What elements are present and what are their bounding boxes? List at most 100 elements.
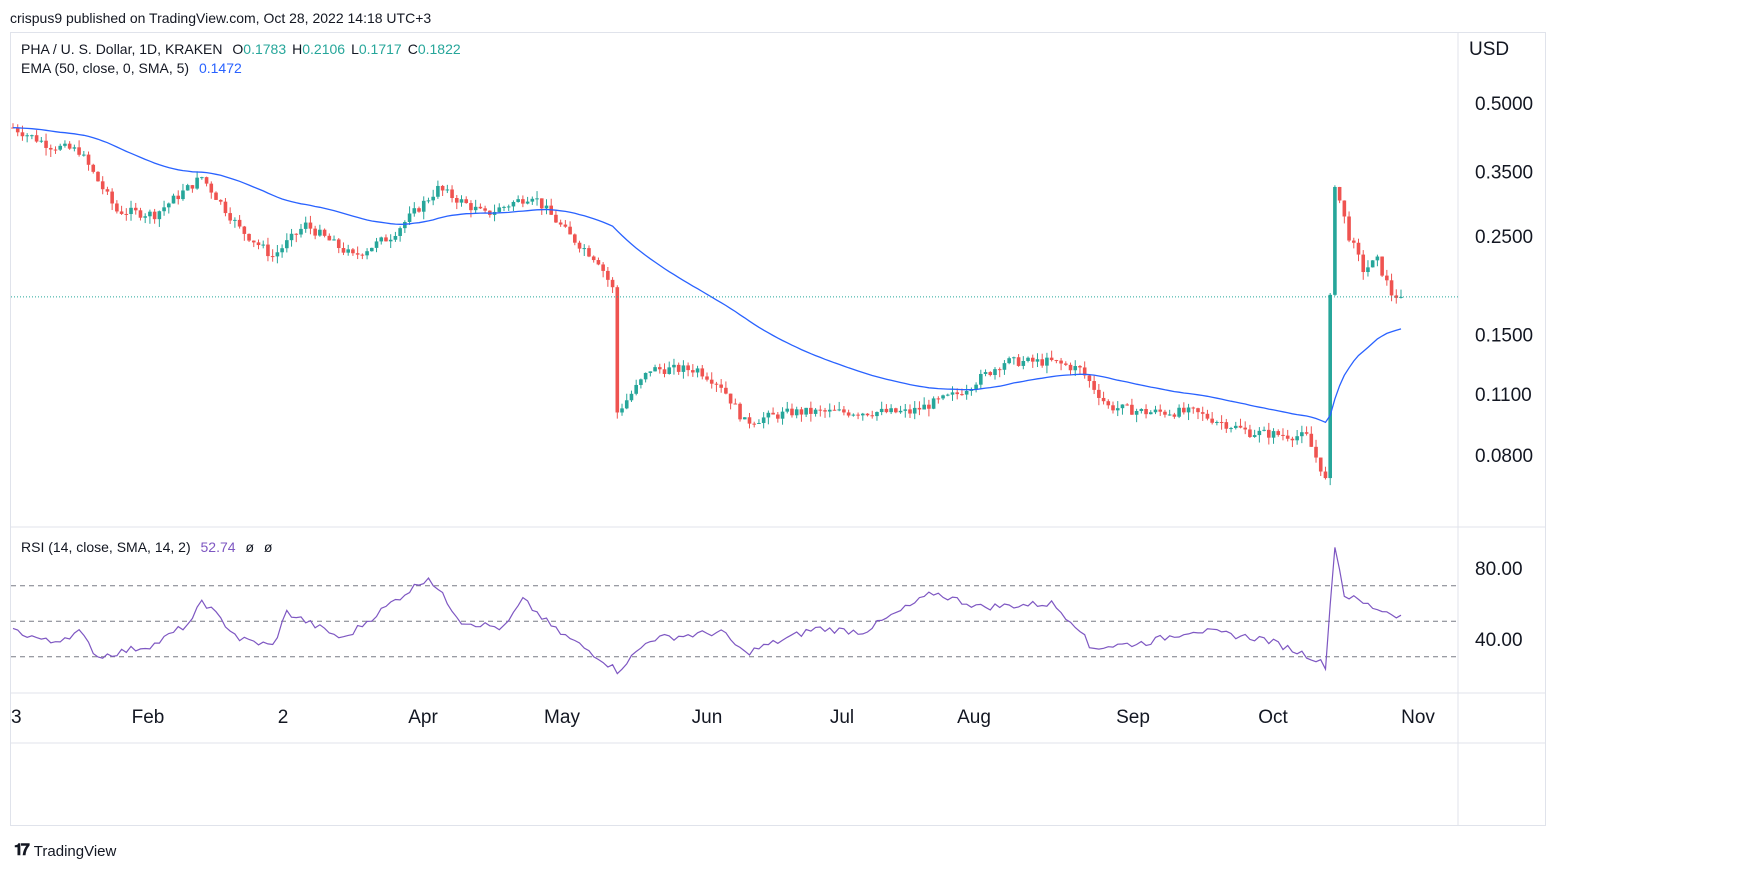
candle-body xyxy=(591,256,596,261)
candle-body xyxy=(818,409,823,411)
candle-body xyxy=(1385,275,1389,281)
candle-body xyxy=(927,404,931,409)
candle-body xyxy=(138,210,143,218)
candle-body xyxy=(1012,357,1016,359)
candle-body xyxy=(1229,428,1233,430)
candle-body xyxy=(1064,363,1068,365)
candle-body xyxy=(1271,431,1276,438)
candle-body xyxy=(1035,359,1040,362)
candle-body xyxy=(72,147,77,149)
candle-body xyxy=(1276,431,1281,435)
candle-body xyxy=(1389,280,1394,296)
candle-body xyxy=(686,365,690,371)
candle-body xyxy=(44,140,48,148)
candle-body xyxy=(308,222,313,229)
candle-body xyxy=(1002,363,1007,370)
ohlc-key-l: L xyxy=(351,41,359,57)
candle-body xyxy=(639,379,643,385)
candle-body xyxy=(100,181,105,190)
candle-body xyxy=(440,185,445,191)
candle-body xyxy=(133,207,138,211)
candle-body xyxy=(1318,457,1323,472)
candle-body xyxy=(846,412,851,416)
candle-body xyxy=(747,417,752,424)
candle-body xyxy=(1082,367,1087,376)
candle-body xyxy=(233,219,237,221)
candle-body xyxy=(91,164,96,172)
candle-body xyxy=(242,226,247,234)
candle-body xyxy=(143,216,147,218)
candle-body xyxy=(303,222,308,229)
candle-body xyxy=(988,372,993,376)
candle-body xyxy=(162,207,166,212)
time-tick-label: Oct xyxy=(1258,707,1288,728)
candle-body xyxy=(341,248,346,253)
candle-body xyxy=(1111,405,1115,411)
candle-body xyxy=(941,395,945,399)
chart-canvas[interactable]: USD 0.5000 0.3500 0.2500 0.1500 0.1100 0.0800 8… xyxy=(11,33,1545,825)
candle-body xyxy=(544,205,549,209)
candle-body xyxy=(851,414,856,416)
candle-body xyxy=(351,249,355,254)
rsi-label: RSI (14, close, SMA, 14, 2) xyxy=(21,539,191,555)
candle-body xyxy=(799,409,804,415)
candle-body xyxy=(1337,186,1342,201)
candle-body xyxy=(837,409,841,411)
candle-body xyxy=(667,367,672,374)
candle-body xyxy=(1177,407,1181,417)
ema-legend: EMA (50, close, 0, SMA, 5) 0.1472 xyxy=(21,60,248,76)
candle-body xyxy=(261,244,266,246)
candle-body xyxy=(860,413,865,416)
currency-label: USD xyxy=(1469,39,1509,60)
candle-body xyxy=(336,239,341,249)
candle-body xyxy=(1366,267,1370,273)
candle-body xyxy=(1309,433,1314,447)
rsi-value: 52.74 xyxy=(200,539,236,555)
candle-body xyxy=(58,145,63,150)
time-tick-label: Sep xyxy=(1116,707,1150,728)
rsi-extra-1: ø xyxy=(245,539,255,555)
ohlc-value-o: 0.1783 xyxy=(243,41,287,57)
candle-body xyxy=(790,408,794,416)
candle-body xyxy=(506,206,511,208)
candle-body xyxy=(620,408,624,413)
candle-body xyxy=(115,203,119,212)
ema-line xyxy=(12,126,1402,424)
candle-body xyxy=(1285,435,1290,439)
candle-body xyxy=(327,235,332,241)
candle-body xyxy=(724,387,728,394)
candle-body xyxy=(875,412,879,417)
candle-body xyxy=(865,413,870,416)
candle-body xyxy=(275,252,280,257)
candle-body xyxy=(870,415,875,417)
candle-body xyxy=(20,132,25,137)
candle-body xyxy=(148,211,152,217)
candle-body xyxy=(648,371,653,373)
candle-body xyxy=(761,417,766,423)
candle-body xyxy=(785,408,790,412)
candle-body xyxy=(1210,418,1214,423)
candle-body xyxy=(365,251,369,256)
candle-body xyxy=(809,407,813,414)
time-tick-label: 2 xyxy=(278,707,289,728)
ohlc-key-o: O xyxy=(232,41,244,57)
candle-body xyxy=(568,226,572,235)
candle-body xyxy=(1106,401,1111,406)
candle-body xyxy=(82,154,86,156)
candle-body xyxy=(979,373,983,385)
ohlc-value-l: 0.1717 xyxy=(358,41,402,57)
candle-body xyxy=(993,369,997,376)
ohlc-key-c: C xyxy=(407,41,418,57)
candle-body xyxy=(856,414,860,416)
candle-body xyxy=(1040,359,1044,366)
candle-body xyxy=(1030,357,1035,362)
candle-body xyxy=(346,249,350,253)
chart-frame[interactable]: USD 0.5000 0.3500 0.2500 0.1500 0.1100 0.0800 8… xyxy=(10,32,1546,826)
candle-body xyxy=(1281,434,1285,436)
candle-body xyxy=(67,143,72,149)
candle-body xyxy=(1130,404,1134,415)
candle-body xyxy=(615,287,620,413)
price-tick-label: 0.3500 xyxy=(1475,163,1533,184)
candle-body xyxy=(719,384,723,388)
candle-body xyxy=(181,190,185,200)
